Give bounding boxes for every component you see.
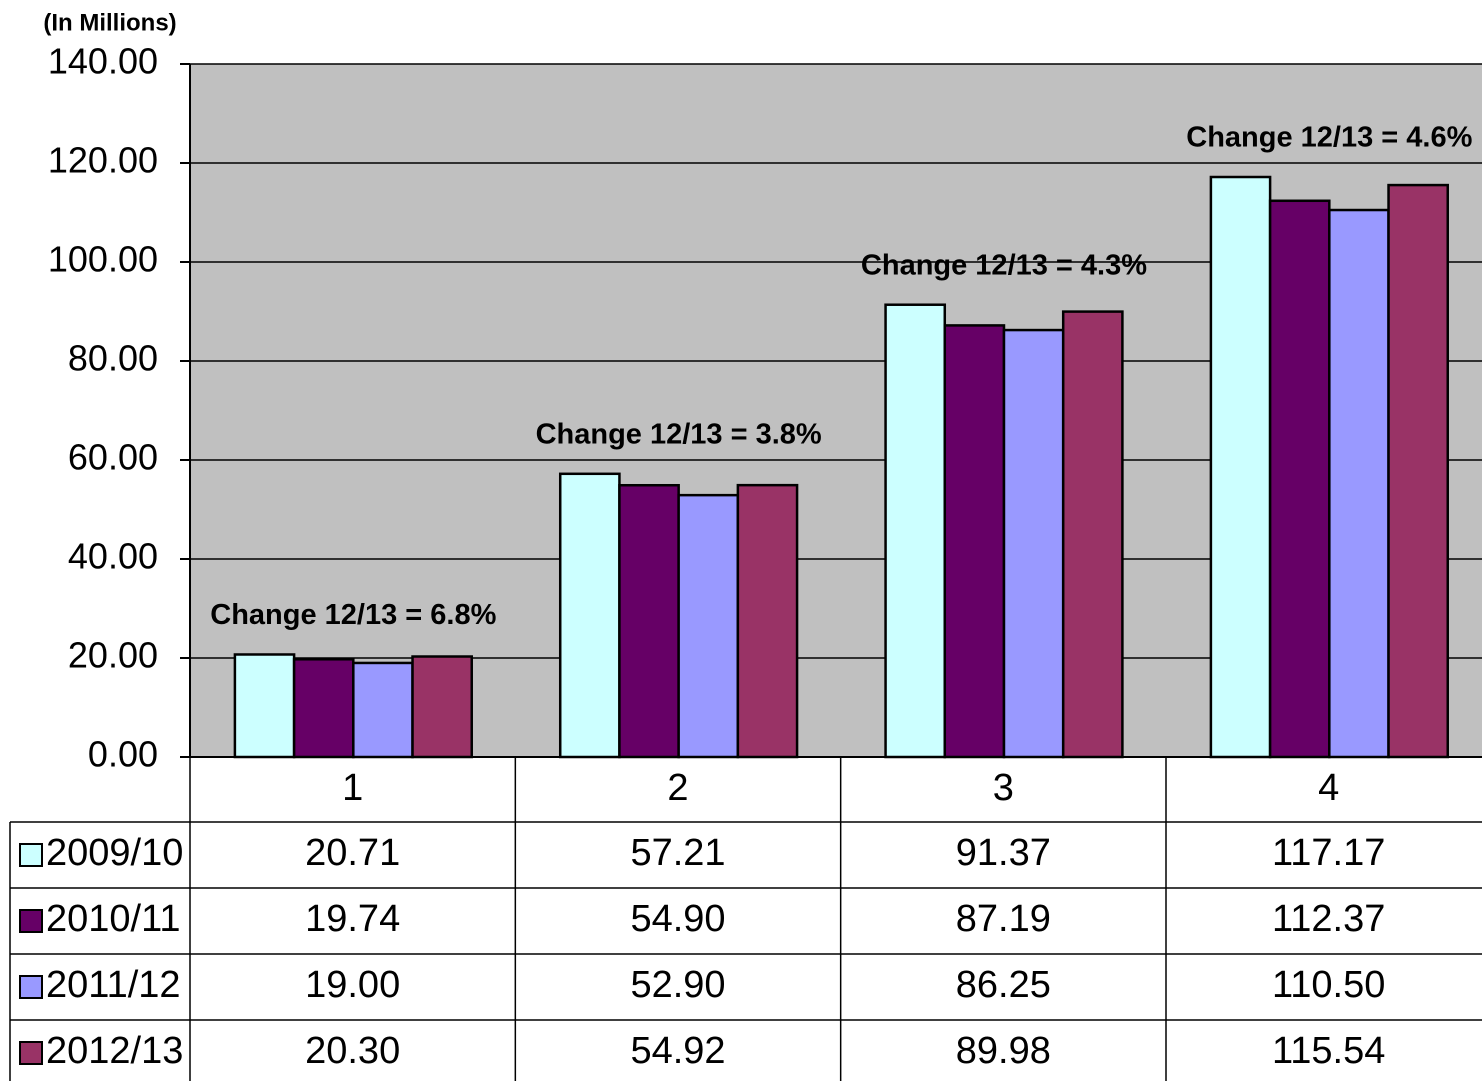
- y-tick-label: 60.00: [68, 437, 158, 478]
- y-tick-label: 20.00: [68, 635, 158, 676]
- bar: [558, 472, 621, 759]
- x-tick-label: 4: [1318, 767, 1339, 809]
- legend-label: 2011/12: [46, 964, 181, 1006]
- bar: [352, 661, 414, 759]
- legend-label: 2009/10: [46, 832, 183, 874]
- x-tick-label: 1: [342, 767, 363, 809]
- legend-swatch: [19, 1041, 43, 1065]
- table-value: 54.90: [630, 898, 725, 940]
- annotation: Change 12/13 = 4.3%: [861, 249, 1147, 281]
- table-value: 52.90: [630, 964, 725, 1006]
- table-value: 19.00: [305, 964, 400, 1006]
- annotation: Change 12/13 = 3.8%: [536, 418, 822, 450]
- bar: [884, 303, 947, 759]
- annotation: Change 12/13 = 4.6%: [1186, 122, 1472, 154]
- legend-swatch: [19, 909, 43, 933]
- table-value: 19.74: [305, 898, 400, 940]
- x-tick-label: 2: [667, 767, 688, 809]
- x-tick-label: 3: [993, 767, 1014, 809]
- legend-swatch: [19, 843, 43, 867]
- bar: [1268, 199, 1331, 759]
- bar: [618, 483, 680, 759]
- bar: [233, 653, 296, 759]
- legend-swatch: [19, 975, 43, 999]
- table-value: 110.50: [1272, 964, 1385, 1006]
- table-value: 86.25: [956, 964, 1051, 1006]
- table-value: 20.30: [305, 1030, 400, 1072]
- table-value: 20.71: [305, 832, 400, 874]
- bar: [677, 493, 740, 759]
- legend-label: 2010/11: [46, 898, 181, 940]
- table-value: 115.54: [1272, 1030, 1385, 1072]
- y-tick-label: 0.00: [88, 734, 158, 775]
- y-tick-label: 120.00: [48, 140, 158, 181]
- table-value: 54.92: [630, 1030, 725, 1072]
- bar: [1387, 183, 1449, 759]
- bar: [1328, 208, 1390, 759]
- table-value: 87.19: [956, 898, 1051, 940]
- table-value: 89.98: [956, 1030, 1051, 1072]
- table-value: 57.21: [630, 832, 725, 874]
- y-tick-label: 40.00: [68, 536, 158, 577]
- bar: [736, 483, 799, 759]
- bar: [943, 324, 1006, 759]
- y-tick-label: 100.00: [48, 239, 158, 280]
- bar: [411, 655, 473, 759]
- bar: [1002, 328, 1065, 759]
- bar: [292, 658, 355, 759]
- y-axis-label: (In Millions): [43, 9, 176, 36]
- table-value: 112.37: [1272, 898, 1385, 940]
- bar: [1209, 175, 1272, 759]
- legend-label: 2012/13: [46, 1030, 183, 1072]
- annotation: Change 12/13 = 6.8%: [210, 599, 496, 631]
- y-tick-label: 80.00: [68, 338, 158, 379]
- table-value: 91.37: [956, 832, 1051, 874]
- y-tick-label: 140.00: [48, 41, 158, 82]
- table-value: 117.17: [1272, 832, 1385, 874]
- bar: [1061, 310, 1124, 759]
